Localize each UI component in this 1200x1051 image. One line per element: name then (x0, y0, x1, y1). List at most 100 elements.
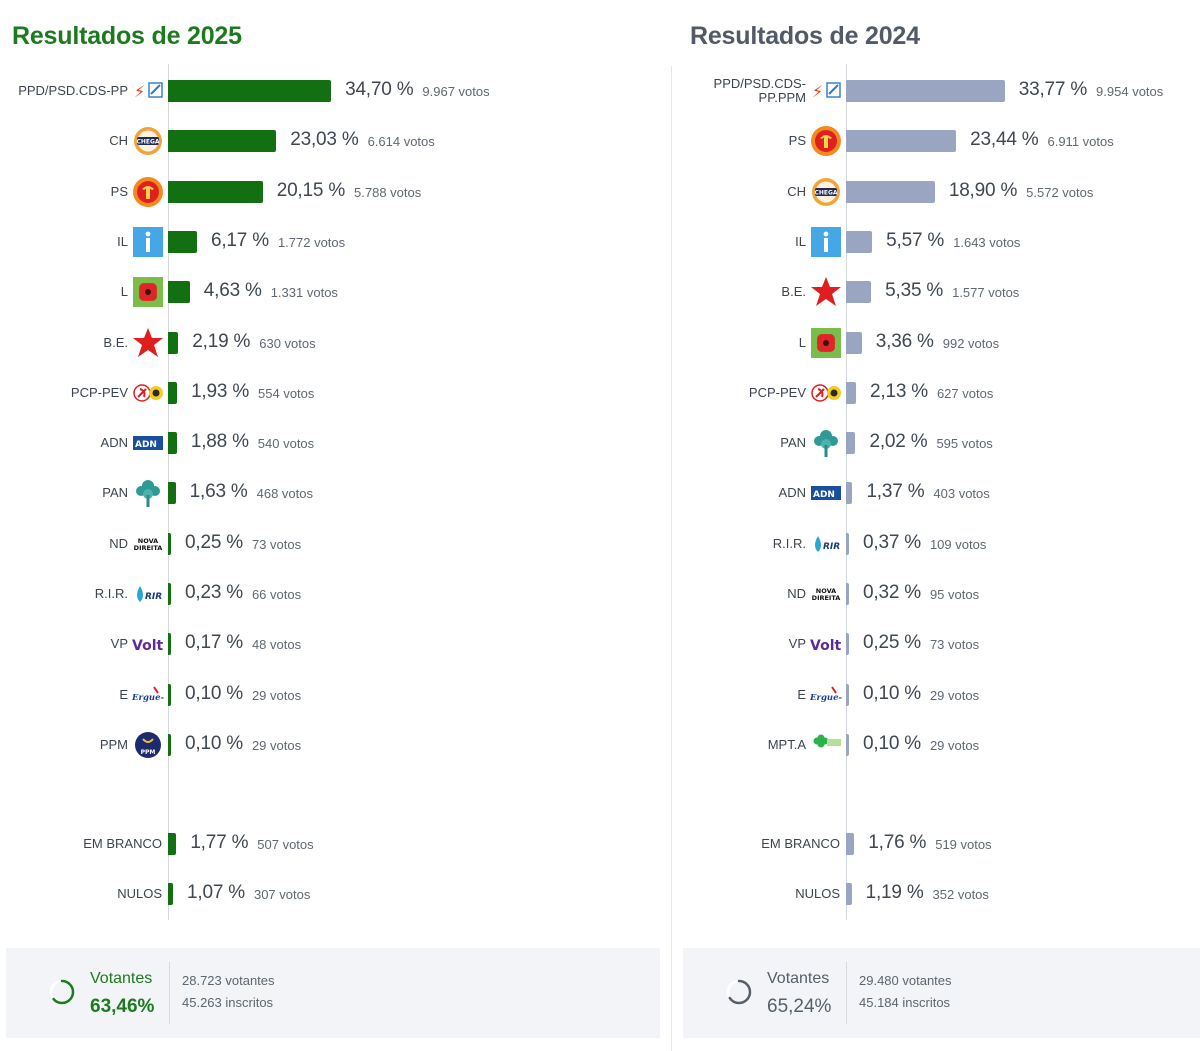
result-row: ADN ADN 1,88 % 540 votos (0, 427, 600, 459)
result-percent: 5,35 % (885, 280, 944, 302)
result-votes: 73 votos (929, 637, 980, 653)
il-logo-icon (811, 226, 841, 257)
party-name: CH (787, 183, 806, 199)
result-row: PCP-PEV 2,13 % 627 votos (600, 377, 1200, 409)
ppm-logo-icon: PPM (135, 731, 161, 758)
result-bar (846, 833, 855, 855)
pan-logo-icon (814, 430, 838, 458)
result-votes: 468 votos (256, 486, 313, 502)
ps-logo-icon (811, 126, 841, 157)
party-name-line: PP.PPM (758, 90, 806, 105)
result-percent: 0,17 % (185, 632, 243, 654)
result-row: PS 23,44 % 6.911 votos (600, 125, 1200, 157)
result-percent: 20,15 % (276, 179, 346, 201)
party-name: PS (788, 133, 806, 149)
result-row: PPD/PSD.CDS-PP ⚡ 34,70 % 9.967 votos (0, 75, 600, 107)
panel-title: Resultados de 2025 (12, 22, 242, 50)
result-bar (846, 583, 849, 605)
party-name-line: PPD/PSD.CDS- (713, 76, 806, 91)
result-row: L 3,36 % 992 votos (600, 327, 1200, 359)
result-bar (846, 683, 849, 706)
result-bar (168, 733, 171, 756)
ps-logo-icon (133, 176, 163, 207)
party-name: B.E. (781, 284, 806, 300)
result-bar (846, 130, 957, 153)
panel-separator (671, 66, 672, 1051)
result-votes: 1.577 votos (952, 285, 1020, 301)
result-votes: 352 votos (932, 887, 989, 903)
turnout-label: Votantes (90, 970, 153, 987)
voters-count: 29.480 votantes (859, 973, 952, 988)
svg-text:ADN: ADN (135, 440, 157, 450)
rir-logo-icon: RIR (137, 586, 162, 602)
svg-text:⚡: ⚡ (134, 82, 145, 101)
results-panel-2025: Resultados de 2025 PPD/PSD.CDS-PP ⚡ 34,70 … (0, 22, 660, 1038)
result-percent: 2,13 % (870, 380, 928, 402)
result-percent: 1,77 % (190, 832, 249, 853)
result-votes: 9.954 votos (1096, 84, 1164, 99)
pan-logo-icon (136, 480, 160, 508)
result-bar (846, 281, 872, 304)
party-name: PAN (780, 435, 806, 451)
party-name: ND (787, 586, 806, 601)
result-votes: 627 votos (936, 385, 994, 401)
turnout-label: Votantes (767, 970, 830, 987)
party-name: B.E. (103, 334, 128, 350)
result-bar (846, 482, 853, 505)
result-votes: 1.643 votos (953, 234, 1021, 250)
ad-logo-icon: ⚡ (812, 82, 841, 101)
party-name: R.I.R. (94, 586, 128, 601)
result-row: VP Volt 0,17 % 48 votos (0, 628, 600, 660)
svg-text:Ergue-te: Ergue-te (810, 693, 842, 703)
result-bar (846, 432, 856, 455)
result-bar (168, 230, 197, 253)
result-row: MPT.A 0,10 % 29 votos (600, 729, 1200, 761)
livre-logo-icon (133, 277, 163, 308)
result-votes: 507 votos (257, 837, 314, 852)
result-percent: 23,03 % (290, 129, 359, 151)
ergue-te-logo-icon: Ergue-te (810, 686, 842, 703)
result-bar (168, 130, 277, 153)
result-row: IL 6,17 % 1.772 votos (0, 226, 600, 258)
turnout-summary: Votantes 65,24% 29.480 votantes 45.184 i… (683, 948, 1200, 1038)
party-name: CH (109, 133, 128, 149)
result-votes: 595 votos (936, 436, 993, 452)
party-name: L (120, 284, 128, 300)
result-votes: 95 votos (929, 587, 980, 602)
result-bar (846, 180, 935, 203)
result-votes: 540 votos (257, 436, 315, 452)
svg-text:Ergue-te: Ergue-te (132, 693, 164, 703)
party-name: ADN (100, 435, 128, 451)
result-bar (168, 281, 190, 304)
result-bar (168, 180, 263, 203)
result-row: ND NOVA DIREITA 0,25 % 73 votos (0, 528, 600, 560)
result-percent: 18,90 % (948, 179, 1018, 201)
turnout-percent: 63,46% (90, 996, 155, 1017)
livre-logo-icon (811, 327, 841, 358)
party-name: VP (110, 636, 128, 652)
result-bar (846, 80, 1005, 102)
result-row: PS 20,15 % 5.788 votos (0, 176, 600, 208)
party-name: NULOS (117, 886, 162, 902)
result-bar (846, 381, 856, 404)
result-row: B.E. 2,19 % 630 votos (0, 327, 600, 359)
footer-divider (169, 962, 170, 1024)
result-percent: 1,37 % (866, 481, 925, 503)
result-row: R.I.R. RIR 0,37 % 109 votos (600, 528, 1200, 560)
result-row: L 4,63 % 1.331 votos (0, 276, 600, 308)
result-percent: 5,57 % (886, 229, 945, 251)
result-row: CH CHEGA 23,03 % 6.614 votos (0, 125, 600, 157)
result-votes: 992 votos (942, 335, 1000, 351)
mpt-logo-icon (813, 734, 841, 748)
result-votes: 48 votos (251, 637, 302, 653)
svg-text:RIR: RIR (823, 542, 840, 552)
party-name: IL (795, 233, 806, 249)
result-percent: 1,19 % (865, 882, 924, 904)
result-bar (846, 532, 849, 555)
result-percent: 3,36 % (875, 330, 934, 352)
result-row: E Ergue-te 0,10 % 29 votos (600, 679, 1200, 711)
result-row: NULOS 1,19 % 352 votos (600, 878, 1200, 910)
cdu-logo-icon (811, 384, 841, 402)
result-votes: 6.614 votos (367, 134, 435, 150)
voters-count: 28.723 votantes (182, 973, 275, 988)
